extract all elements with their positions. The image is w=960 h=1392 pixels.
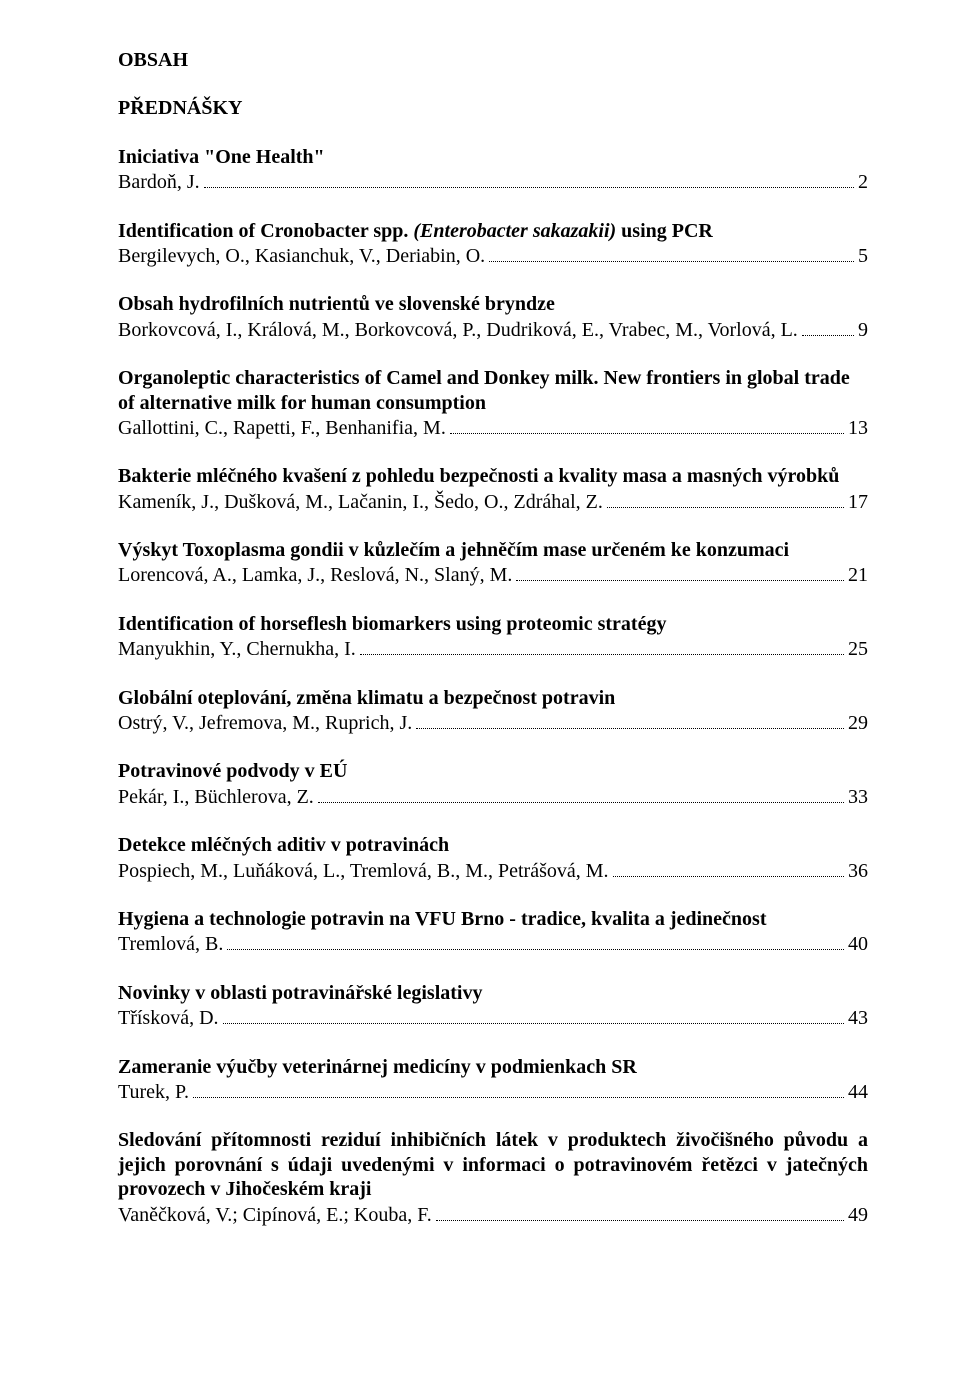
- leader-dots: [416, 710, 844, 729]
- toc-entry: Výskyt Toxoplasma gondii v kůzlečím a je…: [118, 538, 868, 588]
- entry-title-part: Identification of Cronobacter spp.: [118, 220, 413, 242]
- entry-page: 2: [858, 170, 868, 194]
- entry-title: Organoleptic characteristics of Camel an…: [118, 366, 868, 415]
- toc-entry: Hygiena a technologie potravin na VFU Br…: [118, 907, 868, 957]
- entry-authors: Bergilevych, O., Kasianchuk, V., Deriabi…: [118, 244, 485, 268]
- entry-page: 25: [848, 637, 868, 661]
- entry-authors: Třísková, D.: [118, 1006, 219, 1030]
- entry-title: Detekce mléčných aditiv v potravinách: [118, 833, 868, 857]
- section-heading: PŘEDNÁŠKY: [118, 96, 868, 120]
- leader-dots: [613, 858, 844, 877]
- entry-page: 21: [848, 563, 868, 587]
- leader-dots: [802, 317, 854, 336]
- entry-title: Hygiena a technologie potravin na VFU Br…: [118, 907, 868, 931]
- entry-page: 17: [848, 490, 868, 514]
- page-heading: OBSAH: [118, 48, 868, 72]
- entry-page: 33: [848, 785, 868, 809]
- entry-authors-line: Bardoň, J. 2: [118, 169, 868, 194]
- leader-dots: [360, 636, 844, 655]
- toc-entry: Identification of horseflesh biomarkers …: [118, 612, 868, 662]
- toc-entry: Zameranie výučby veterinárnej medicíny v…: [118, 1055, 868, 1105]
- entry-title-italic: (Enterobacter sakazakii): [413, 220, 616, 242]
- entry-title: Identification of horseflesh biomarkers …: [118, 612, 868, 636]
- toc-entry: Iniciativa "One Health" Bardoň, J. 2: [118, 145, 868, 195]
- leader-dots: [318, 784, 844, 803]
- leader-dots: [436, 1202, 844, 1221]
- entry-authors-line: Borkovcová, I., Králová, M., Borkovcová,…: [118, 317, 868, 342]
- entry-authors: Borkovcová, I., Králová, M., Borkovcová,…: [118, 318, 798, 342]
- entry-authors-line: Tremlová, B. 40: [118, 931, 868, 956]
- entry-page: 36: [848, 859, 868, 883]
- entry-title: Zameranie výučby veterinárnej medicíny v…: [118, 1055, 868, 1079]
- entry-title: Novinky v oblasti potravinářské legislat…: [118, 981, 868, 1005]
- entry-authors-line: Bergilevych, O., Kasianchuk, V., Deriabi…: [118, 243, 868, 268]
- leader-dots: [489, 243, 854, 262]
- entry-authors-line: Pekár, I., Büchlerova, Z. 33: [118, 784, 868, 809]
- leader-dots: [204, 169, 854, 188]
- entry-title: Obsah hydrofilních nutrientů ve slovensk…: [118, 292, 868, 316]
- entry-authors-line: Ostrý, V., Jefremova, M., Ruprich, J. 29: [118, 710, 868, 735]
- entry-page: 29: [848, 711, 868, 735]
- entry-title: Bakterie mléčného kvašení z pohledu bezp…: [118, 464, 868, 488]
- entry-title: Sledování přítomnosti reziduí inhibičníc…: [118, 1128, 868, 1201]
- leader-dots: [450, 415, 844, 434]
- entry-title: Identification of Cronobacter spp. (Ente…: [118, 219, 868, 243]
- leader-dots: [193, 1079, 844, 1098]
- entry-authors-line: Manyukhin, Y., Chernukha, I. 25: [118, 636, 868, 661]
- entry-title: Potravinové podvody v EÚ: [118, 759, 868, 783]
- entry-title: Iniciativa "One Health": [118, 145, 868, 169]
- entry-page: 5: [858, 244, 868, 268]
- leader-dots: [607, 489, 844, 508]
- toc-entry: Novinky v oblasti potravinářské legislat…: [118, 981, 868, 1031]
- toc-entry: Sledování přítomnosti reziduí inhibičníc…: [118, 1128, 868, 1227]
- toc-entry: Detekce mléčných aditiv v potravinách Po…: [118, 833, 868, 883]
- entry-authors-line: Gallottini, C., Rapetti, F., Benhanifia,…: [118, 415, 868, 440]
- entry-page: 13: [848, 416, 868, 440]
- entry-authors-line: Vaněčková, V.; Cipínová, E.; Kouba, F. 4…: [118, 1202, 868, 1227]
- toc-entry: Identification of Cronobacter spp. (Ente…: [118, 219, 868, 269]
- entry-authors-line: Turek, P. 44: [118, 1079, 868, 1104]
- entry-authors: Manyukhin, Y., Chernukha, I.: [118, 637, 356, 661]
- entry-authors: Pospiech, M., Luňáková, L., Tremlová, B.…: [118, 859, 609, 883]
- entry-authors: Kameník, J., Dušková, M., Lačanin, I., Š…: [118, 490, 603, 514]
- entry-page: 44: [848, 1080, 868, 1104]
- entry-authors-line: Kameník, J., Dušková, M., Lačanin, I., Š…: [118, 489, 868, 514]
- entry-title: Globální oteplování, změna klimatu a bez…: [118, 686, 868, 710]
- entry-title: Výskyt Toxoplasma gondii v kůzlečím a je…: [118, 538, 868, 562]
- entry-page: 40: [848, 932, 868, 956]
- entry-authors: Gallottini, C., Rapetti, F., Benhanifia,…: [118, 416, 446, 440]
- entry-authors: Lorencová, A., Lamka, J., Reslová, N., S…: [118, 563, 512, 587]
- toc-entry: Organoleptic characteristics of Camel an…: [118, 366, 868, 440]
- entry-title-part: using PCR: [616, 220, 713, 242]
- leader-dots: [516, 562, 844, 581]
- entry-authors: Bardoň, J.: [118, 170, 200, 194]
- entry-page: 43: [848, 1006, 868, 1030]
- toc-entry: Obsah hydrofilních nutrientů ve slovensk…: [118, 292, 868, 342]
- entry-authors: Turek, P.: [118, 1080, 189, 1104]
- entry-authors-line: Lorencová, A., Lamka, J., Reslová, N., S…: [118, 562, 868, 587]
- entry-authors-line: Pospiech, M., Luňáková, L., Tremlová, B.…: [118, 858, 868, 883]
- leader-dots: [227, 931, 844, 950]
- entry-authors: Pekár, I., Büchlerova, Z.: [118, 785, 314, 809]
- entry-authors: Tremlová, B.: [118, 932, 223, 956]
- entry-authors: Ostrý, V., Jefremova, M., Ruprich, J.: [118, 711, 412, 735]
- entry-authors-line: Třísková, D. 43: [118, 1005, 868, 1030]
- toc-entry: Potravinové podvody v EÚ Pekár, I., Büch…: [118, 759, 868, 809]
- entry-page: 49: [848, 1203, 868, 1227]
- entry-authors: Vaněčková, V.; Cipínová, E.; Kouba, F.: [118, 1203, 432, 1227]
- toc-entry: Globální oteplování, změna klimatu a bez…: [118, 686, 868, 736]
- entry-page: 9: [858, 318, 868, 342]
- leader-dots: [223, 1005, 844, 1024]
- toc-entry: Bakterie mléčného kvašení z pohledu bezp…: [118, 464, 868, 514]
